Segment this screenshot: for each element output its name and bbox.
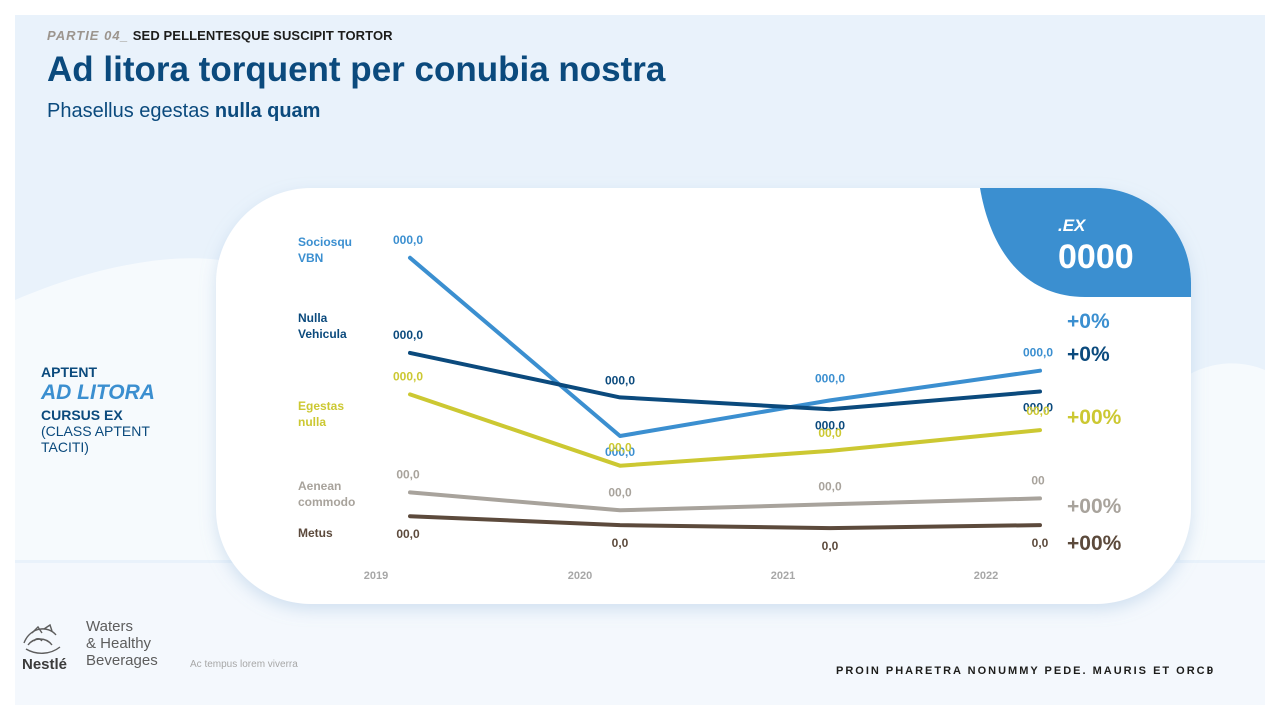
- line-plot: 2019 2020 2021 2022000,0000,0000,0000,0Soci…: [298, 233, 1122, 582]
- side-note-line3: CURSUS EX: [41, 407, 123, 423]
- logo-wordmark: Nestlé: [22, 656, 67, 673]
- page-subtitle: Phasellus egestas nulla quam: [47, 100, 320, 123]
- page-number: 9: [1207, 665, 1214, 677]
- x-tick-label: 2019: [364, 570, 388, 582]
- series-line: [408, 490, 1042, 513]
- data-label: 00,0: [608, 441, 632, 455]
- side-note-line1: APTENT: [41, 364, 97, 380]
- subtitle-regular: Phasellus egestas: [47, 100, 215, 122]
- series-name: Metus: [298, 526, 333, 540]
- badge-shape: [980, 188, 1191, 297]
- data-label: 000,0: [393, 233, 423, 247]
- nest-birds-icon: [23, 623, 61, 654]
- series-name: VBN: [298, 251, 323, 265]
- data-label: 00,0: [818, 426, 842, 440]
- badge-value: 0000: [1058, 238, 1134, 276]
- data-label: 00: [1031, 473, 1045, 487]
- side-note: APTENT AD LITORA CURSUS EX (CLASS APTENT…: [41, 364, 201, 455]
- kicker-part: PARTIE 04_: [47, 28, 129, 43]
- series-change: +00%: [1067, 495, 1122, 518]
- series-line: [408, 350, 1042, 412]
- series-name: Aenean: [298, 479, 341, 493]
- side-note-line2: AD LITORA: [41, 381, 155, 404]
- side-note-line4: (CLASS APTENT TACITI): [41, 423, 150, 455]
- series-change: +0%: [1067, 343, 1110, 366]
- data-label: 000,0: [605, 373, 635, 387]
- series-name: commodo: [298, 495, 355, 509]
- footer-text: PROIN PHARETRA NONUMMY PEDE. MAURIS ET O…: [836, 665, 1212, 677]
- series-name: Nulla: [298, 311, 328, 325]
- series-name: Sociosqu: [298, 235, 352, 249]
- data-label: 00,0: [396, 467, 420, 481]
- nestle-logo: Nestlé: [22, 623, 67, 673]
- section-kicker: PARTIE 04_ SED PELLENTESQUE SUSCIPIT TORT…: [47, 28, 393, 43]
- series-change: +00%: [1067, 532, 1122, 555]
- background-wave-left: [15, 258, 250, 560]
- footer-caption: Ac tempus lorem viverra: [190, 659, 298, 670]
- badge-label: .EX: [1058, 216, 1087, 235]
- series-line: [408, 392, 1042, 468]
- data-label: 000,0: [815, 371, 845, 385]
- background-wave-right: [1180, 363, 1265, 560]
- x-tick-label: 2020: [568, 570, 592, 582]
- data-label: 00,0: [608, 485, 632, 499]
- data-label: 00,0: [396, 527, 420, 541]
- series-change: +00%: [1067, 406, 1122, 429]
- brand-name: Waters & Healthy Beverages: [86, 618, 158, 669]
- series-name: Egestas: [298, 399, 344, 413]
- series-line: [408, 255, 1042, 438]
- brand-line2: & Healthy: [86, 635, 152, 652]
- data-label: 0,0: [612, 536, 629, 550]
- series-name: Vehicula: [298, 327, 347, 341]
- data-label: 000,0: [393, 328, 423, 342]
- data-label: 00,0: [818, 479, 842, 493]
- series-name: nulla: [298, 415, 326, 429]
- series-line: [408, 514, 1042, 531]
- data-label: 000,0: [1023, 401, 1053, 415]
- x-tick-label: 2022: [974, 570, 998, 582]
- subtitle-bold: nulla quam: [214, 100, 321, 122]
- data-label: 000,0: [393, 369, 423, 383]
- data-label: 0,0: [1032, 536, 1049, 550]
- data-label: 000,0: [815, 418, 845, 432]
- data-label: 0,0: [822, 539, 839, 553]
- data-label: 000,0: [605, 445, 635, 459]
- brand-line1: Waters: [86, 618, 133, 635]
- data-label: 00,0: [1026, 404, 1050, 418]
- brand-line3: Beverages: [86, 652, 158, 669]
- data-label: 000,0: [1023, 346, 1053, 360]
- series-change: +0%: [1067, 310, 1110, 333]
- kicker-text: SED PELLENTESQUE SUSCIPIT TORTOR: [132, 28, 393, 43]
- page-title: Ad litora torquent per conubia nostra: [47, 50, 666, 89]
- x-tick-label: 2021: [771, 570, 795, 582]
